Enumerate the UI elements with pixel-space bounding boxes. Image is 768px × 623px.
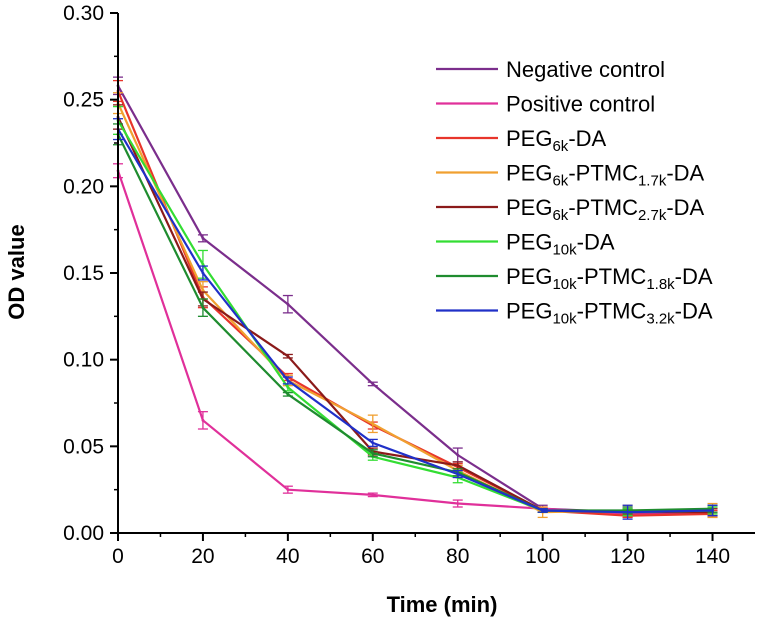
legend-item: PEG6k-PTMC1.7k-DA bbox=[436, 161, 705, 190]
y-tick-label: 0.20 bbox=[63, 175, 104, 198]
data-point bbox=[456, 472, 460, 476]
x-tick-label: 40 bbox=[276, 545, 299, 568]
series-line bbox=[117, 128, 713, 514]
x-tick-label: 0 bbox=[112, 545, 124, 568]
data-point bbox=[456, 453, 460, 457]
x-axis-title: Time (min) bbox=[387, 592, 498, 617]
y-axis-title: OD value bbox=[4, 224, 29, 319]
data-point bbox=[201, 418, 205, 422]
data-point bbox=[371, 451, 375, 455]
y-tick-label: 0.00 bbox=[63, 522, 104, 545]
legend: Negative control Positive control PEG6k-DA… bbox=[436, 57, 713, 328]
legend-label: PEG6k-PTMC1.7k-DA bbox=[506, 161, 705, 190]
data-point bbox=[201, 306, 205, 310]
legend-item: PEG10k-DA bbox=[436, 230, 615, 259]
data-point bbox=[201, 288, 205, 292]
data-point bbox=[541, 509, 545, 512]
data-point bbox=[286, 379, 290, 382]
y-tick-label: 0.10 bbox=[63, 349, 104, 372]
legend-label: PEG6k-PTMC2.7k-DA bbox=[506, 195, 705, 224]
legend-label: PEG10k-PTMC1.8k-DA bbox=[506, 264, 713, 293]
data-point bbox=[286, 392, 290, 396]
data-point bbox=[371, 441, 375, 445]
legend-label: PEG10k-PTMC3.2k-DA bbox=[506, 299, 713, 328]
x-tick-label: 140 bbox=[695, 545, 730, 568]
series-line bbox=[117, 133, 713, 512]
data-point bbox=[201, 262, 205, 266]
data-point bbox=[201, 271, 205, 275]
legend-label: PEG6k-DA bbox=[506, 126, 607, 155]
data-point bbox=[626, 510, 629, 514]
data-point bbox=[456, 502, 460, 505]
data-point bbox=[286, 302, 290, 306]
x-tick-label: 80 bbox=[446, 545, 469, 568]
y-tick-label: 0.25 bbox=[63, 89, 104, 112]
legend-item: PEG10k-PTMC3.2k-DA bbox=[436, 299, 713, 328]
legend-item: PEG6k-PTMC2.7k-DA bbox=[436, 195, 705, 224]
data-point bbox=[201, 236, 205, 240]
legend-label: Positive control bbox=[506, 92, 655, 117]
data-point bbox=[711, 509, 714, 512]
axes: 0 20 40 60 80 100 120 140 0.00 0.05 0.10 0.15 0.20 0.… bbox=[63, 2, 755, 568]
legend-item: Negative control bbox=[436, 57, 665, 82]
data-point bbox=[371, 493, 375, 497]
data-point bbox=[456, 464, 460, 467]
y-tick-label: 0.05 bbox=[63, 435, 104, 458]
data-point bbox=[286, 354, 290, 358]
x-tick-label: 20 bbox=[191, 545, 214, 568]
legend-item: Positive control bbox=[436, 92, 655, 117]
x-tick-label: 100 bbox=[525, 545, 560, 568]
data-point bbox=[371, 382, 375, 386]
x-tick-label: 120 bbox=[610, 545, 645, 568]
x-tick-label: 60 bbox=[361, 545, 384, 568]
data-point bbox=[286, 488, 290, 492]
series-7 bbox=[113, 123, 718, 515]
data-point bbox=[286, 386, 290, 389]
series-lines bbox=[113, 76, 718, 520]
legend-label: Negative control bbox=[506, 57, 665, 82]
data-point bbox=[371, 422, 375, 426]
legend-item: PEG6k-DA bbox=[436, 126, 607, 155]
legend-label: PEG10k-DA bbox=[506, 230, 615, 259]
legend-item: PEG10k-PTMC1.8k-DA bbox=[436, 264, 713, 293]
y-tick-label: 0.30 bbox=[63, 2, 104, 25]
y-tick-label: 0.15 bbox=[63, 262, 104, 285]
series-line bbox=[116, 170, 713, 516]
